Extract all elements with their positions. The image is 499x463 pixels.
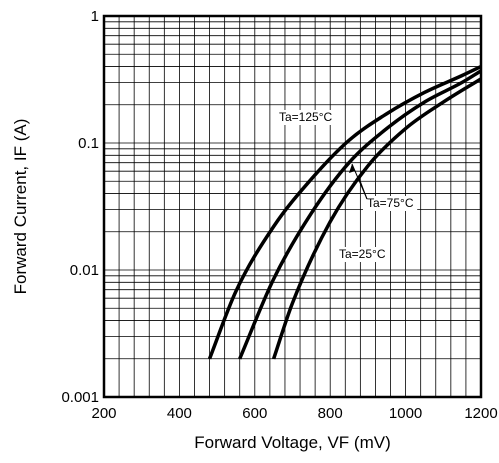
label-ta-125c-background xyxy=(275,110,336,125)
x-tick-label: 400 xyxy=(167,405,192,422)
label-ta-25c: Ta=25°C xyxy=(339,247,386,261)
label-ta-75c: Ta=75°C xyxy=(367,196,414,210)
label-ta-75c-background xyxy=(363,196,418,211)
plot-frame xyxy=(102,14,483,399)
tick-labels: 200 400 600 800 1000 1200 0.001 0.01 0.1 1 xyxy=(61,8,497,422)
x-tick-label: 600 xyxy=(242,405,267,422)
arrowhead-75c xyxy=(349,164,355,173)
y-tick-label: 1 xyxy=(91,8,99,25)
curves xyxy=(207,64,482,360)
label-ta-25c-background xyxy=(335,247,390,262)
grid xyxy=(104,16,481,397)
curve-ta-25c xyxy=(271,77,482,360)
x-tick-label: 200 xyxy=(91,405,116,422)
y-tick-label: 0.01 xyxy=(70,262,99,279)
y-axis-title: Forward Current, IF (A) xyxy=(11,119,30,295)
curve-ta-125c xyxy=(207,64,482,360)
curve-ta-75c xyxy=(238,69,482,360)
annotations: Ta=125°C Ta=75°C Ta=25°C xyxy=(275,110,418,262)
y-tick-label: 0.001 xyxy=(61,389,99,406)
x-axis-title: Forward Voltage, VF (mV) xyxy=(194,433,391,452)
arrow-to-75c-curve-2 xyxy=(358,177,368,200)
y-tick-label: 0.1 xyxy=(78,135,99,152)
x-tick-label: 1200 xyxy=(464,405,497,422)
x-tick-label: 800 xyxy=(318,405,343,422)
x-tick-label: 1000 xyxy=(389,405,422,422)
label-ta-125c: Ta=125°C xyxy=(279,110,333,124)
